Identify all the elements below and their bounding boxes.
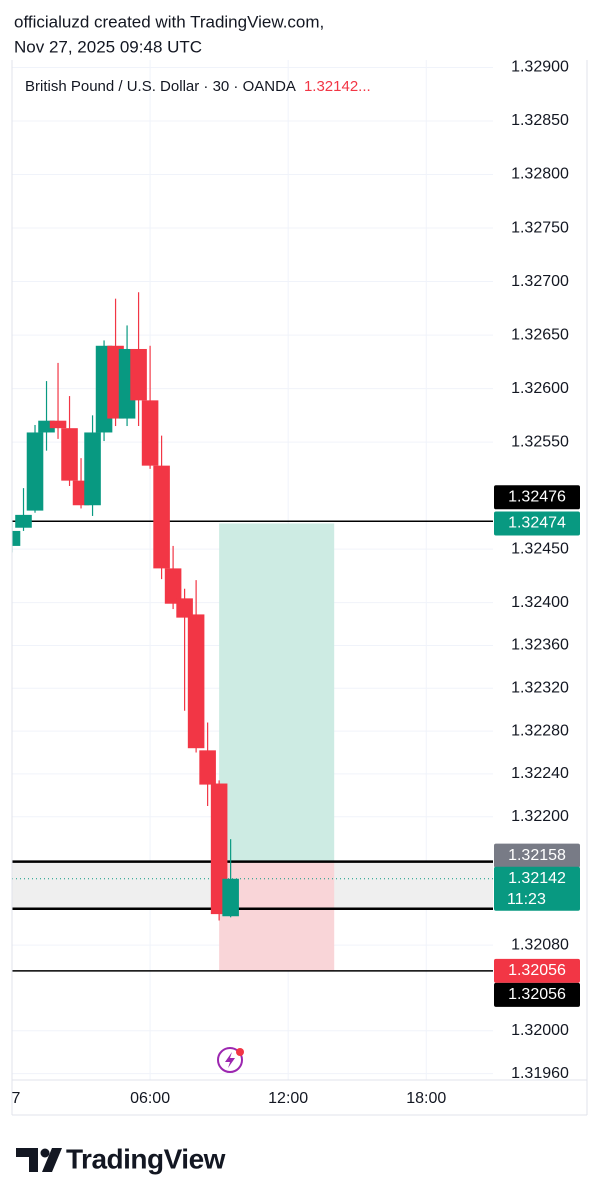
y-tick-label: 1.32080 (511, 936, 569, 953)
y-tick-label: 1.32200 (511, 808, 569, 825)
x-tick-label: 12:00 (268, 1090, 308, 1107)
y-tick-label: 1.32850 (511, 112, 569, 129)
price-label-box (494, 866, 580, 911)
y-tick-label: 1.32280 (511, 722, 569, 739)
candle-body (164, 568, 182, 604)
y-tick-label: 1.31960 (511, 1065, 569, 1082)
price-label: 1.32476 (508, 489, 566, 506)
price-label: 1.32056 (508, 962, 566, 979)
header-line: officialuzd created with TradingView.com… (14, 12, 324, 31)
candle-body (84, 432, 101, 506)
candle-body (12, 530, 21, 546)
candle-body (15, 514, 32, 528)
brand-logo (16, 1148, 62, 1172)
price-label-box (494, 485, 580, 510)
candle-body (176, 598, 193, 618)
countdown-label: 11:23 (507, 891, 546, 908)
x-tick-label: 06:00 (130, 1090, 170, 1107)
y-tick-label: 1.32400 (511, 594, 569, 611)
price-label: 1.32474 (508, 515, 566, 532)
candle-body (49, 420, 67, 429)
y-tick-label: 1.32650 (511, 326, 569, 343)
price-label-box (494, 511, 580, 536)
candle-body (38, 420, 55, 433)
legend-value: 1.32142... (304, 78, 371, 95)
brand-name: TradingView (66, 1143, 226, 1174)
candle-body (222, 878, 239, 917)
price-label-box (494, 982, 580, 1007)
candle-body (153, 465, 170, 569)
price-axis: 1.32900 1.32850 1.32800 1.32750 1.32700 1.326… (494, 59, 580, 1082)
y-tick-label: 1.32550 (511, 433, 569, 450)
candle-body (187, 614, 205, 749)
y-tick-label: 1.32700 (511, 273, 569, 290)
candle-body (141, 400, 159, 466)
candle-body (130, 348, 147, 401)
legend-symbol: British Pound / U.S. Dollar · 30 · OANDA (25, 78, 296, 95)
y-tick-label: 1.32360 (511, 637, 569, 654)
y-tick-label: 1.32450 (511, 540, 569, 557)
price-label-box (494, 843, 580, 868)
x-tick-label: 18:00 (406, 1090, 446, 1107)
profit-zone (219, 523, 335, 862)
plot-area (12, 60, 493, 1080)
alert-icon (217, 1047, 244, 1073)
price-label-box (494, 958, 580, 983)
y-tick-label: 1.32600 (511, 380, 569, 397)
price-label: 1.32056 (508, 986, 566, 1003)
x-tick-label: 7 (12, 1090, 21, 1107)
y-tick-label: 1.32800 (511, 166, 569, 183)
y-tick-label: 1.32750 (511, 219, 569, 236)
candle-body (26, 432, 44, 511)
header-line: Nov 27, 2025 09:48 UTC (14, 37, 202, 56)
price-label: 1.32158 (508, 847, 566, 864)
y-tick-label: 1.32240 (511, 765, 569, 782)
y-tick-label: 1.32900 (511, 59, 569, 76)
candle-body (61, 428, 78, 481)
y-tick-label: 1.32000 (511, 1022, 569, 1039)
y-tick-label: 1.32320 (511, 679, 569, 696)
price-label: 1.32142 (508, 870, 566, 887)
candle-body (199, 750, 216, 785)
